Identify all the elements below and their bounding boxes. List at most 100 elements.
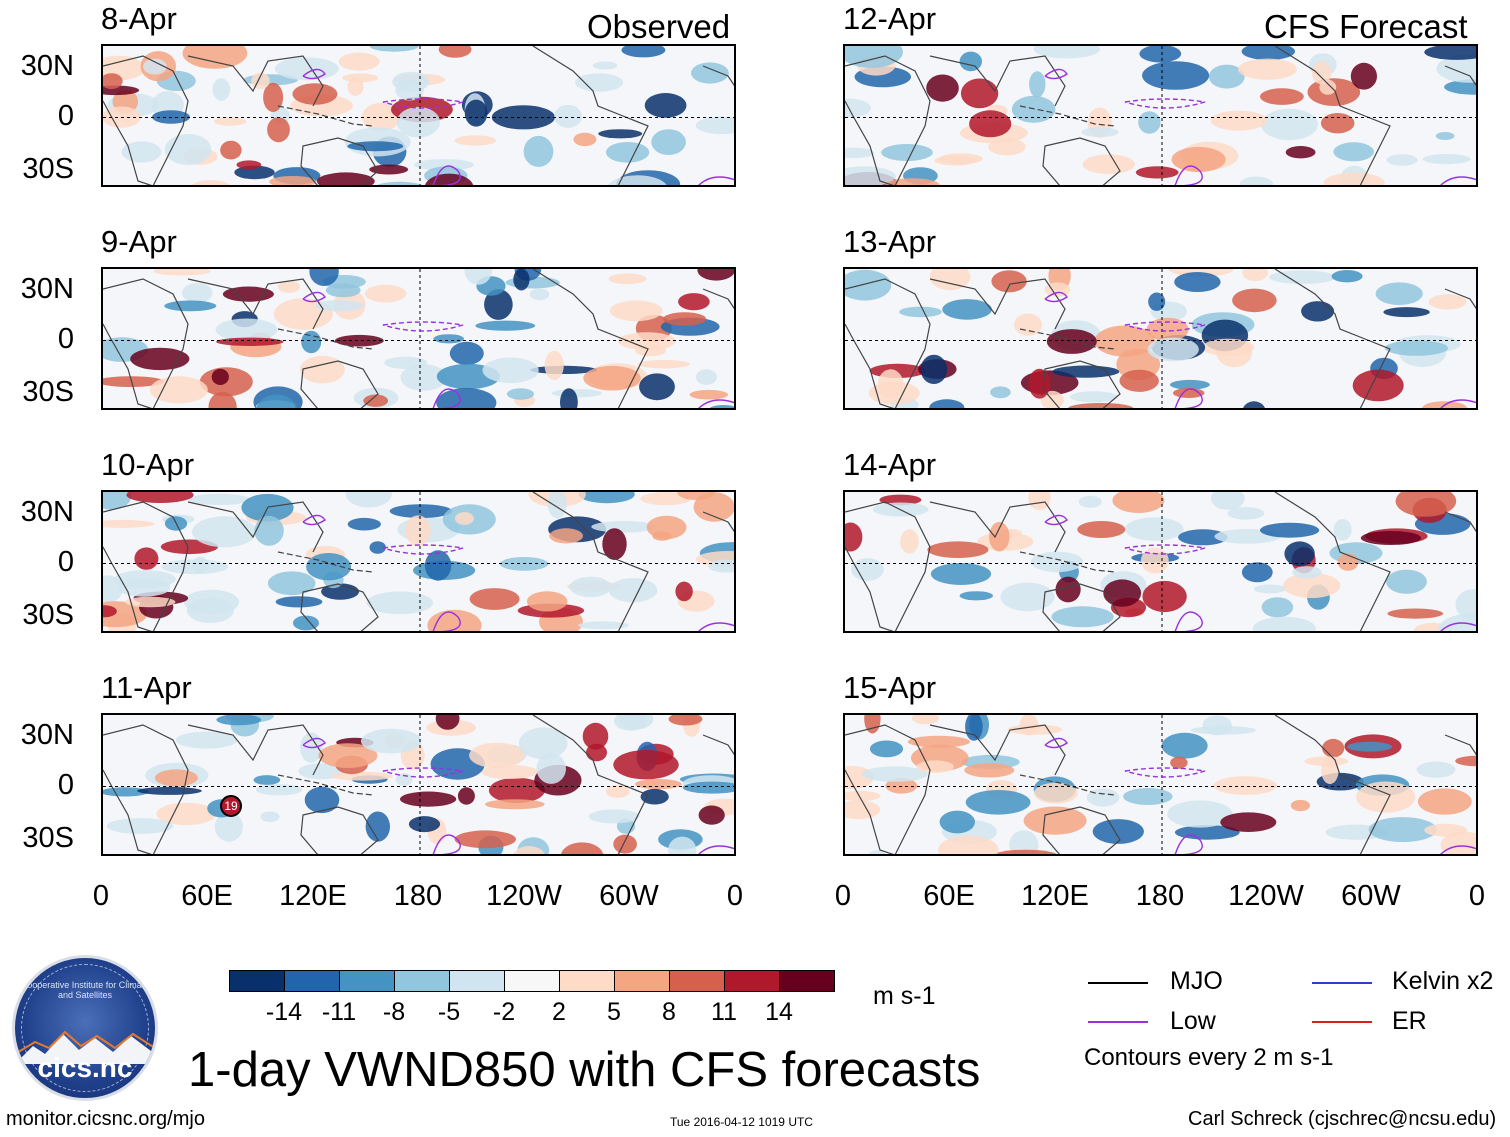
- lat-label: 30S: [22, 376, 74, 408]
- wind-anomaly-blob: [1232, 288, 1277, 313]
- coastline-asia: [929, 501, 1066, 553]
- logo-text: cics.nc: [37, 1052, 133, 1083]
- wind-anomaly-blob: [1009, 830, 1039, 854]
- wind-anomaly-blob: [175, 731, 237, 749]
- wind-anomaly-blob: [1140, 547, 1169, 574]
- main-title: 1-day VWND850 with CFS forecasts: [188, 1043, 981, 1097]
- wind-anomaly-blob: [1260, 522, 1320, 538]
- wind-anomaly-blob: [1323, 172, 1385, 185]
- panel-date: 12-Apr: [843, 1, 937, 36]
- logo-ring-text: Cooperative Institute for Climate and Sa…: [20, 980, 150, 1000]
- wind-anomaly-blob: [488, 777, 545, 804]
- wind-anomaly-blob: [309, 269, 339, 286]
- wind-anomaly-blob: [469, 588, 520, 610]
- lon-label: 60W: [599, 880, 659, 912]
- wind-anomaly-blob: [449, 341, 484, 365]
- wind-anomaly-blob: [1202, 338, 1255, 357]
- coastline-asia: [187, 501, 324, 553]
- wind-anomaly-blob: [544, 350, 564, 380]
- colorbar-swatch: [449, 970, 505, 992]
- wind-anomaly-blob: [640, 788, 669, 805]
- wind-anomaly-blob: [213, 117, 247, 126]
- wind-anomaly-blob: [1077, 521, 1126, 538]
- low-contour: [1174, 611, 1203, 631]
- wind-anomaly-blob: [651, 129, 686, 155]
- wind-anomaly-blob: [316, 172, 375, 185]
- wind-anomaly-blob: [920, 354, 948, 384]
- wind-anomaly-blob: [454, 512, 474, 525]
- low-contour: [382, 767, 464, 778]
- wind-anomaly-blob: [182, 283, 213, 303]
- wind-anomaly-blob: [216, 337, 284, 346]
- wind-anomaly-blob: [885, 778, 918, 794]
- wind-anomaly-blob: [369, 541, 386, 554]
- map-panel-forecast-3: [843, 490, 1478, 633]
- coastline-indonesia: [1019, 105, 1116, 127]
- colorbar-swatch: [284, 970, 340, 992]
- low-legend-label: Low: [1170, 1007, 1216, 1035]
- wind-anomaly-blob: [137, 786, 202, 795]
- wind-anomaly-blob: [668, 715, 703, 726]
- wind-anomaly-blob: [304, 786, 340, 814]
- coastline-africa: [103, 278, 189, 408]
- wind-anomaly-blob: [635, 779, 682, 790]
- wind-anomaly-blob: [1416, 761, 1456, 778]
- wind-anomaly-blob: [560, 388, 578, 408]
- wind-anomaly-blob: [845, 522, 863, 552]
- wind-anomaly-blob: [536, 753, 566, 784]
- wind-anomaly-blob: [1067, 403, 1134, 408]
- wind-anomaly-blob: [677, 492, 715, 500]
- wind-anomaly-blob: [369, 164, 409, 175]
- colorbar-swatch: [724, 970, 780, 992]
- wind-anomaly-blob: [639, 373, 675, 401]
- wind-anomaly-blob: [464, 269, 493, 285]
- footer-url[interactable]: monitor.cicsnc.org/mjo: [6, 1108, 205, 1130]
- wind-anomaly-blob: [1444, 79, 1476, 95]
- wind-anomaly-blob: [1069, 391, 1118, 403]
- coastline-africa: [845, 278, 931, 408]
- wind-anomaly-blob: [640, 492, 692, 506]
- wind-anomaly-blob: [959, 591, 993, 601]
- wind-anomaly-blob: [1119, 369, 1159, 392]
- wind-anomaly-blob: [1455, 589, 1476, 620]
- wind-anomaly-blob: [366, 591, 433, 615]
- wind-anomaly-blob: [697, 269, 734, 281]
- colorbar-tick-label: -8: [382, 998, 406, 1026]
- storm-marker: 19: [220, 795, 242, 817]
- wind-anomaly-blob: [691, 62, 729, 84]
- wind-anomaly-blob: [389, 504, 453, 518]
- low-contour: [432, 388, 461, 408]
- coastline-indonesia: [1019, 551, 1116, 573]
- panel-date: 10-Apr: [101, 447, 195, 482]
- coastline-europe: [1444, 288, 1476, 310]
- wind-anomaly-blob: [547, 492, 567, 519]
- wind-anomaly-blob: [929, 269, 971, 291]
- wind-anomaly-blob: [1436, 54, 1476, 83]
- wind-anomaly-blob: [161, 559, 229, 575]
- wind-anomaly-blob: [621, 46, 666, 58]
- wind-anomaly-blob: [117, 578, 171, 597]
- wind-anomaly-blob: [578, 621, 629, 630]
- wind-anomaly-blob: [1208, 64, 1245, 89]
- wind-anomaly-blob: [644, 93, 687, 118]
- lat-label: 30S: [22, 153, 74, 185]
- wind-anomaly-blob: [991, 270, 1027, 293]
- coastline-australia: [300, 806, 379, 854]
- wind-anomaly-blob: [1023, 806, 1087, 835]
- wind-anomaly-blob: [1135, 166, 1179, 179]
- coastline-australia: [300, 583, 379, 631]
- wind-anomaly-blob: [1455, 755, 1476, 767]
- wind-anomaly-blob: [414, 159, 474, 171]
- wind-anomaly-blob: [1138, 111, 1161, 134]
- wind-anomaly-blob: [588, 809, 640, 824]
- low-contour: [1440, 176, 1476, 185]
- coastline-indonesia: [277, 774, 374, 796]
- wind-anomaly-blob: [1055, 576, 1081, 603]
- coastline-asia: [187, 724, 324, 776]
- wind-anomaly-blob: [1424, 46, 1476, 60]
- wind-anomaly-blob: [103, 492, 132, 510]
- low-contour: [302, 68, 326, 80]
- wind-anomaly-blob: [668, 836, 697, 854]
- wind-anomaly-blob: [433, 334, 465, 344]
- wind-anomaly-blob: [689, 389, 728, 400]
